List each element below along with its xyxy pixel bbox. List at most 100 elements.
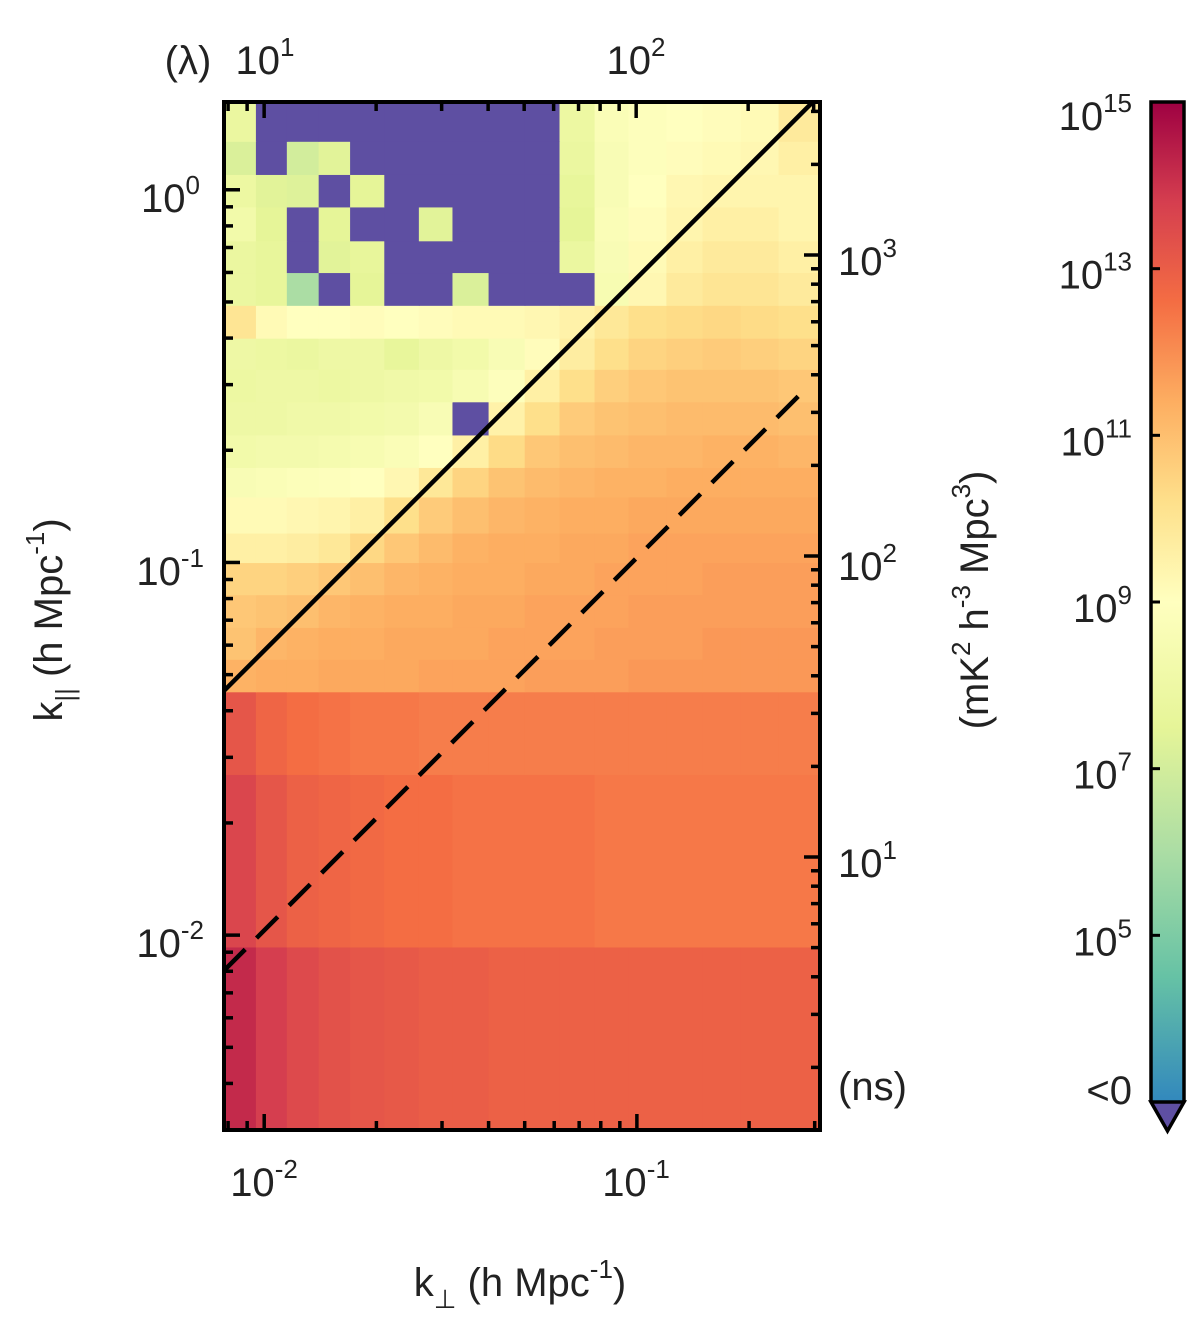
heatmap-cell: [452, 240, 490, 274]
heatmap-cell: [524, 532, 561, 564]
heatmap-cell: [224, 532, 257, 564]
heatmap-cell: [318, 174, 351, 208]
heatmap-cell: [524, 272, 561, 306]
heatmap-cell: [628, 774, 667, 948]
heatmap-cell: [778, 774, 820, 948]
heatmap-cell: [452, 206, 490, 242]
heatmap-cell: [666, 659, 704, 693]
heatmap-cell: [350, 562, 385, 596]
heatmap-cell: [452, 496, 490, 534]
right-tick-label: 103: [838, 233, 897, 284]
heatmap-cell: [318, 467, 351, 498]
heatmap-cell: [702, 206, 742, 242]
heatmap-cell: [384, 305, 420, 339]
heatmap-cell: [524, 434, 561, 468]
heatmap-cell: [628, 206, 667, 242]
heatmap-cell: [255, 174, 288, 208]
heatmap-cell: [384, 434, 420, 468]
heatmap-cell: [418, 946, 454, 1130]
heatmap-cell: [524, 691, 561, 775]
heatmap-cell: [778, 467, 820, 498]
heatmap-cell: [666, 305, 704, 339]
heatmap-cell: [740, 496, 780, 534]
heatmap-cell: [286, 369, 320, 403]
colorbar-tick-label: 109: [1073, 580, 1132, 631]
heatmap-cell: [628, 369, 667, 403]
heatmap-cell: [255, 594, 288, 628]
heatmap-cell: [318, 659, 351, 693]
heatmap-cell: [740, 562, 780, 596]
heatmap-cell: [559, 774, 596, 948]
heatmap-cell: [666, 434, 704, 468]
heatmap-cell: [255, 141, 288, 175]
heatmap-cell: [418, 594, 454, 628]
heatmap-cell: [384, 174, 420, 208]
heatmap-cell: [384, 206, 420, 242]
heatmap-cell: [740, 305, 780, 339]
heatmap-cell: [255, 401, 288, 436]
heatmap-cell: [255, 102, 288, 142]
heatmap-cell: [628, 946, 667, 1130]
heatmap-cell: [524, 305, 561, 339]
heatmap-cell: [286, 401, 320, 436]
heatmap-cell: [488, 467, 526, 498]
heatmap-cell: [559, 659, 596, 693]
heatmap-cell: [559, 691, 596, 775]
heatmap-cell: [350, 401, 385, 436]
heatmap-cell: [384, 467, 420, 498]
heatmap-cell: [452, 369, 490, 403]
heatmap-cell: [318, 496, 351, 534]
heatmap-cell: [224, 691, 257, 775]
heatmap-cell: [255, 691, 288, 775]
heatmap-cell: [384, 946, 420, 1130]
heatmap-cell: [452, 774, 490, 948]
heatmap-cell: [384, 272, 420, 306]
x-tick-label: 10-2: [230, 1154, 298, 1205]
heatmap-cell: [594, 369, 630, 403]
heatmap-cell: [255, 272, 288, 306]
heatmap-cell: [350, 141, 385, 175]
colorbar-under-triangle: [1147, 1100, 1188, 1135]
heatmap-cell: [740, 659, 780, 693]
heatmap-cell: [594, 141, 630, 175]
heatmap-cell: [740, 272, 780, 306]
heatmap-cell: [524, 946, 561, 1130]
heatmap-cell: [224, 401, 257, 436]
heatmap-cell: [559, 174, 596, 208]
heatmap-cell: [224, 141, 257, 175]
heatmap-cell: [350, 369, 385, 403]
heatmap-cell: [740, 369, 780, 403]
heatmap-cell: [524, 240, 561, 274]
heatmap-cell: [594, 240, 630, 274]
heatmap-cell: [594, 206, 630, 242]
heatmap-cell: [318, 691, 351, 775]
heatmap-cell: [286, 532, 320, 564]
heatmap-cell: [488, 141, 526, 175]
heatmap-cell: [666, 467, 704, 498]
y-tick-label: 10-1: [136, 543, 204, 594]
heatmap-cell: [594, 659, 630, 693]
heatmap-cell: [255, 434, 288, 468]
heatmap-cell: [350, 946, 385, 1130]
heatmap-cell: [594, 174, 630, 208]
heatmap-cell: [255, 946, 288, 1130]
heatmap-cell: [559, 272, 596, 306]
heatmap-cell: [384, 532, 420, 564]
heatmap-cell: [384, 102, 420, 142]
heatmap-cell: [286, 496, 320, 534]
heatmap-cell: [452, 532, 490, 564]
heatmap-cell: [318, 434, 351, 468]
heatmap-cell: [224, 206, 257, 242]
heatmap-cell: [524, 141, 561, 175]
heatmap-cell: [384, 659, 420, 693]
heatmap-cell: [488, 174, 526, 208]
heatmap-cell: [418, 240, 454, 274]
heatmap-cell: [255, 240, 288, 274]
top-axis-label: (λ): [165, 39, 212, 83]
heatmap-cell: [350, 627, 385, 660]
heatmap-cell: [418, 532, 454, 564]
heatmap-cell: [224, 305, 257, 339]
heatmap-cell: [318, 946, 351, 1130]
heatmap-cell: [418, 272, 454, 306]
heatmap-cell: [524, 774, 561, 948]
